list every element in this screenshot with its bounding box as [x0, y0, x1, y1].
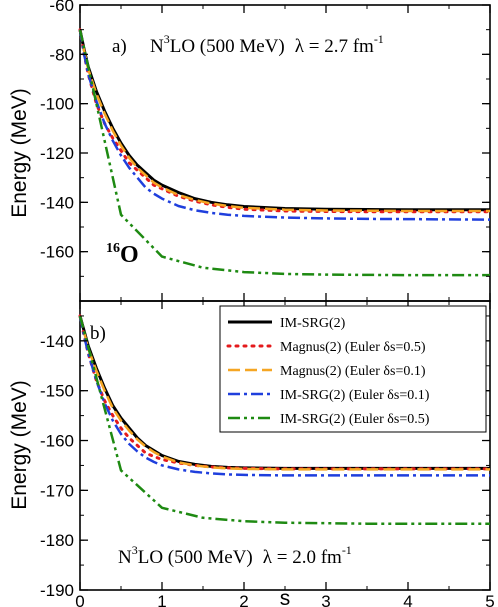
x-tick-label: 5 [485, 592, 494, 607]
x-axis-label: s [280, 587, 291, 607]
panel-b-ylabel: Energy (MeV) [8, 380, 31, 510]
x-tick-label: 1 [157, 592, 166, 607]
y-tick-label: -160 [40, 243, 74, 262]
y-tick-label: -150 [40, 382, 74, 401]
panel-a: -160 -140 -120 -100 -80 -60 Energy (MeV) a) N… [8, 0, 492, 302]
series-line-b-2 [78, 315, 490, 471]
x-tick-label: 4 [403, 592, 412, 607]
panel-b-ticks: -190 -180 -170 -160 -150 -140 0 1 2 3 4 5 [40, 301, 495, 607]
panel-a-series [78, 28, 492, 277]
y-tick-label: -120 [40, 144, 74, 163]
x-tick-label: 3 [321, 592, 330, 607]
y-tick-label: -170 [40, 481, 74, 500]
legend-entry: Magnus(2) (Euler δs=0.5) [280, 340, 426, 355]
legend-entry: Magnus(2) (Euler δs=0.1) [280, 364, 426, 379]
panel-b-annotation: N3LO (500 MeV) λ = 2.0 fm-1 [118, 543, 352, 568]
series-line-b-3 [78, 315, 490, 477]
panel-b-label: b) [90, 323, 106, 344]
panel-a-annotation: N3LO (500 MeV) λ = 2.7 fm-1 [150, 32, 384, 57]
y-tick-label: -140 [40, 332, 74, 351]
panel-a-label: a) [112, 36, 127, 57]
panel-b-series [78, 314, 492, 525]
series-line-b-4 [78, 315, 490, 525]
y-tick-label: -100 [40, 95, 74, 114]
panel-a-frame [79, 4, 491, 302]
legend-entry: IM-SRG(2) [280, 316, 346, 331]
legend-entry: IM-SRG(2) (Euler δs=0.5) [280, 412, 430, 427]
y-tick-label: -180 [40, 531, 74, 550]
series-line-a-4 [78, 29, 490, 277]
x-tick-label: 2 [239, 592, 248, 607]
panel-a-ticks: -160 -140 -120 -100 -80 -60 [40, 0, 491, 302]
y-tick-label: -140 [40, 193, 74, 212]
panel-a-ylabel: Energy (MeV) [8, 88, 31, 218]
x-tick-label: 0 [75, 592, 84, 607]
panel-b: -190 -180 -170 -160 -150 -140 0 1 2 3 4 5 Energy (M… [8, 300, 495, 607]
y-tick-label: -190 [40, 581, 74, 600]
nucleus-label: 16O [106, 241, 139, 268]
y-tick-label: -60 [49, 0, 74, 15]
y-tick-label: -160 [40, 432, 74, 451]
series-line-a-3 [78, 29, 491, 221]
legend-entry: IM-SRG(2) (Euler δs=0.1) [280, 388, 430, 403]
y-tick-label: -80 [49, 45, 74, 64]
legend: IM-SRG(2) Magnus(2) (Euler δs=0.5) Magnus(… [219, 305, 487, 433]
series-line-a-2 [78, 29, 490, 213]
